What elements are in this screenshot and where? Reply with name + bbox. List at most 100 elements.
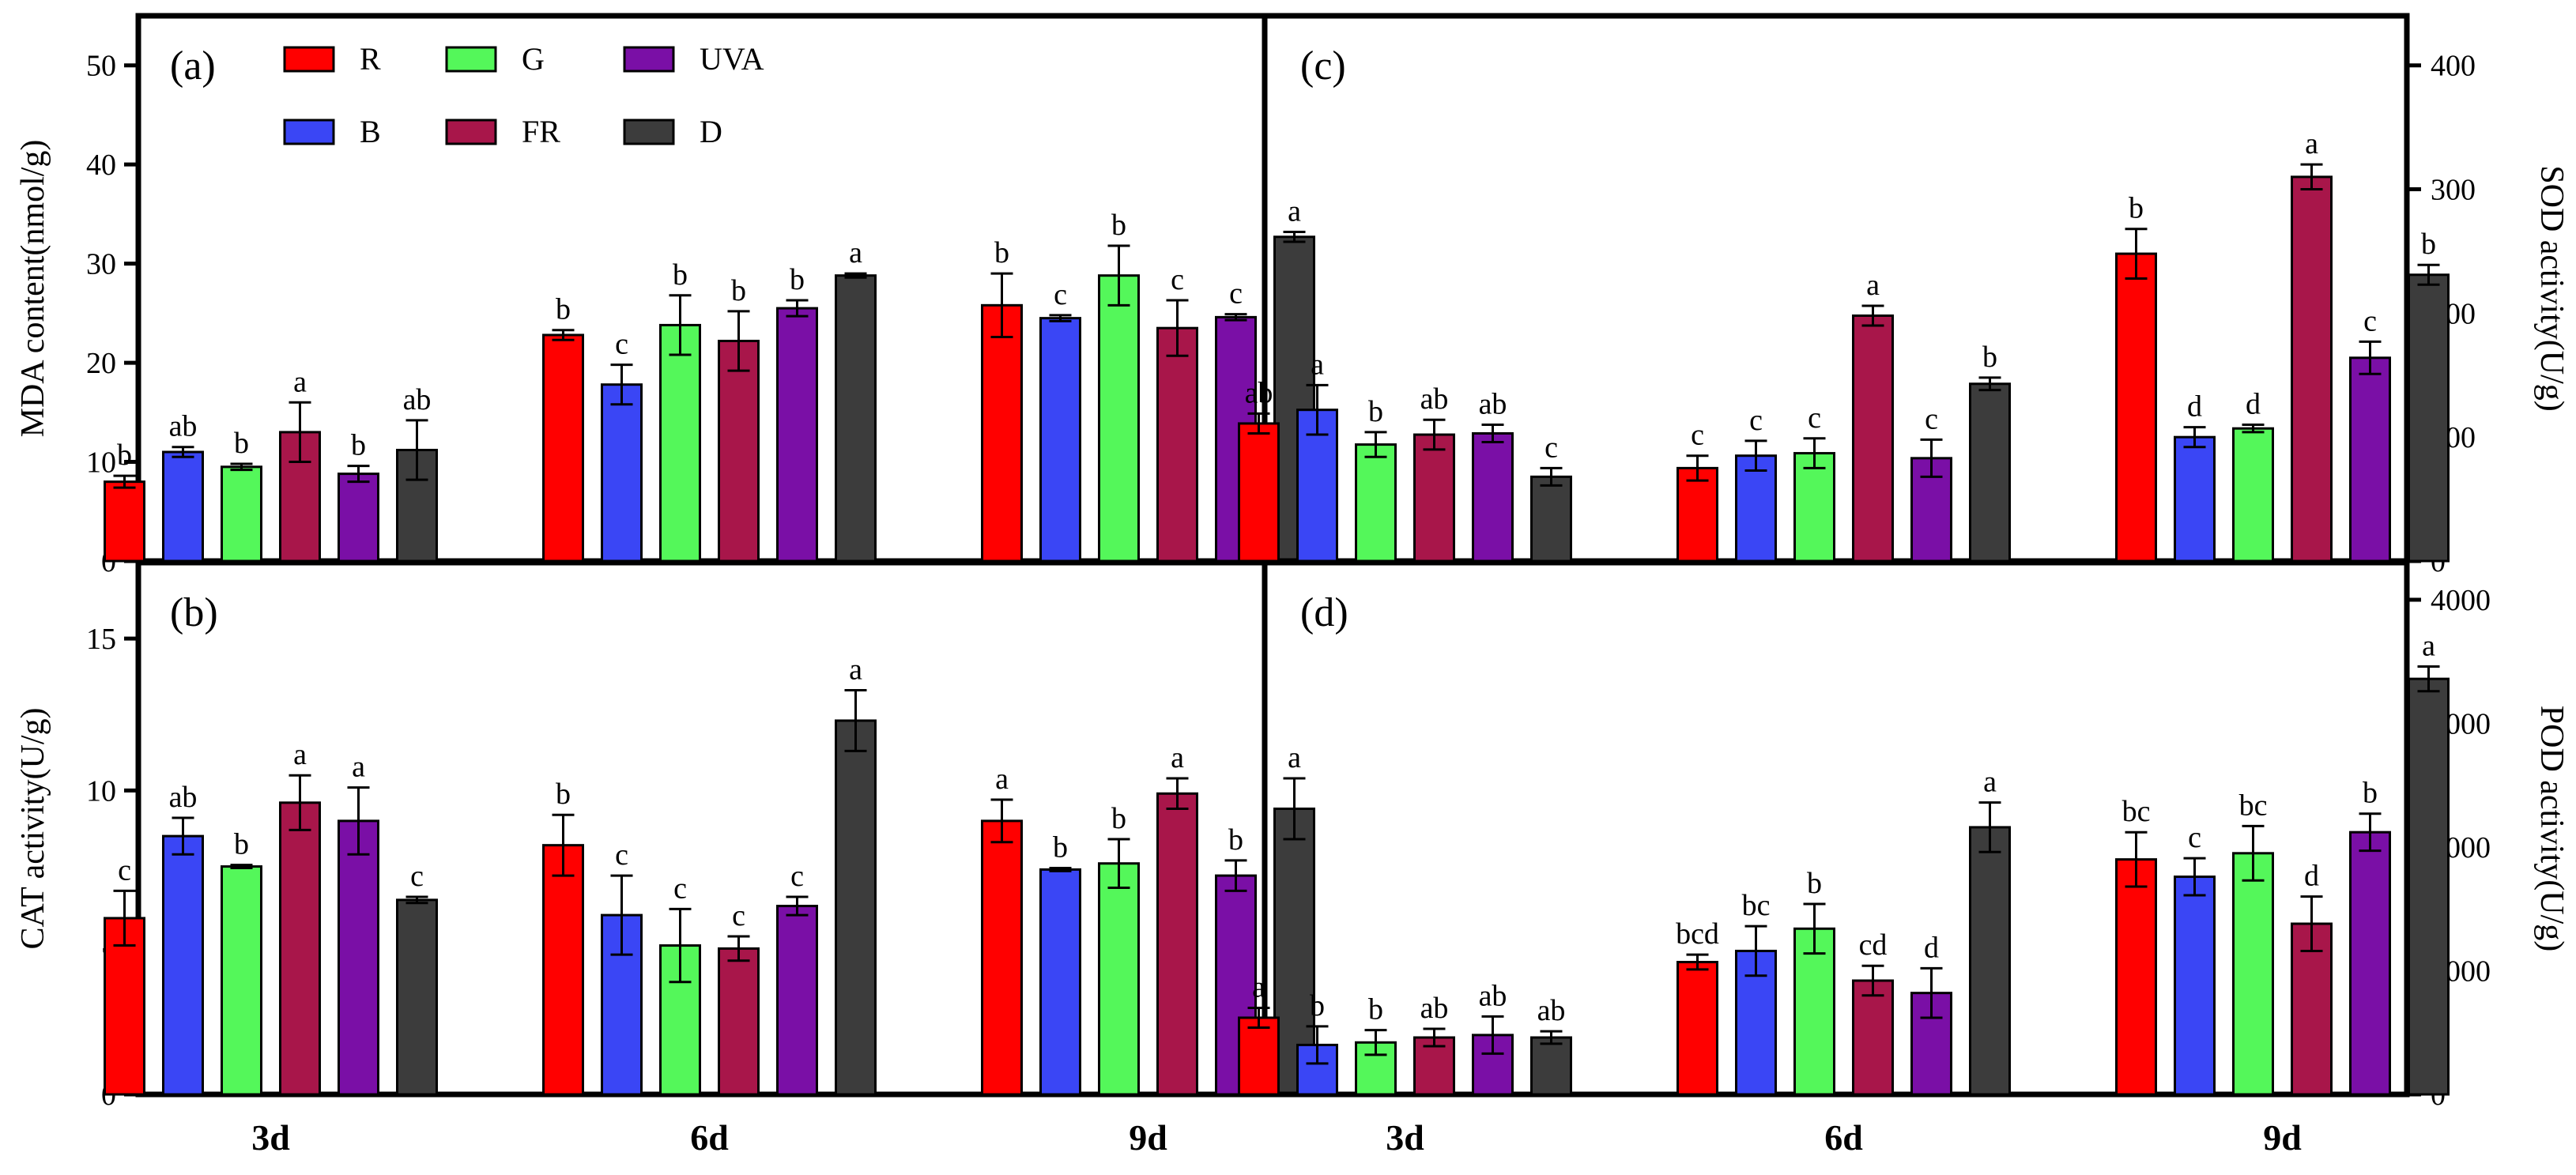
significance-letter: a	[849, 653, 862, 687]
bar-UVA-9d	[2349, 830, 2391, 1096]
y-tick-label: 15	[86, 623, 116, 656]
significance-letter: b	[673, 258, 688, 292]
bar-FR-3d	[279, 801, 321, 1096]
y-tick-label: 10	[86, 446, 116, 480]
panel-label: (b)	[170, 590, 218, 635]
bar-R-6d	[1676, 961, 1718, 1096]
bar-B-9d	[2174, 876, 2216, 1096]
significance-letter: b	[790, 263, 805, 296]
y-tick-label: 10	[86, 774, 116, 808]
significance-letter: b	[234, 427, 249, 460]
significance-letter: c	[1808, 401, 1821, 435]
significance-letter: cd	[1859, 928, 1888, 962]
significance-letter: c	[1054, 278, 1067, 311]
significance-letter: b	[556, 293, 571, 326]
bar-D-6d	[835, 274, 877, 563]
legend-label-B: B	[360, 114, 381, 149]
bar-FR-9d	[1156, 792, 1198, 1096]
significance-letter: b	[556, 778, 571, 811]
significance-letter: a	[1288, 194, 1301, 228]
bar-G-6d	[1793, 452, 1835, 563]
bar-UVA-3d	[1472, 431, 1514, 563]
y-tick-label: 50	[86, 50, 116, 83]
significance-letter: b	[1368, 395, 1383, 428]
bar-UVA-6d	[776, 905, 818, 1096]
panel-a-mda-chart: (a)01020304050MDA content(nmol/g)bbbabcc…	[15, 13, 1315, 578]
legend-label-D: D	[700, 114, 722, 149]
bar-G-6d	[659, 323, 701, 563]
bar-D-3d	[1530, 475, 1572, 563]
panel-label: (c)	[1300, 43, 1346, 89]
y-tick-label: 20	[86, 347, 116, 380]
bar-B-3d	[1296, 409, 1338, 563]
bar-B-9d	[1039, 868, 1081, 1096]
bar-G-9d	[2232, 852, 2274, 1096]
significance-letter: b	[1111, 209, 1126, 242]
bar-FR-9d	[2291, 175, 2333, 563]
significance-letter: d	[2304, 860, 2319, 893]
bar-FR-9d	[1156, 326, 1198, 563]
significance-letter: a	[352, 751, 365, 784]
bar-FR-9d	[2291, 922, 2333, 1096]
y-axis-title: POD activity(U/g)	[2533, 706, 2570, 951]
significance-letter: ab	[1420, 382, 1449, 416]
significance-letter: bcd	[1676, 917, 1719, 951]
significance-letter: b	[1111, 802, 1126, 835]
y-axis-title: MDA content(nmol/g)	[15, 140, 51, 438]
significance-letter: ab	[1479, 388, 1507, 421]
bar-UVA-3d	[338, 819, 379, 1096]
significance-letter: c	[410, 860, 424, 893]
y-tick-label: 4000	[2431, 584, 2491, 617]
significance-letter: b	[1228, 823, 1243, 857]
x-category-label: 9d	[1129, 1117, 1167, 1158]
panel-b-cat-chart: (b)051015CAT activity(U/g)cbaabcbbcbacaa…	[15, 559, 1315, 1112]
bar-B-9d	[1039, 317, 1081, 563]
legend: R G UVA B FR D	[283, 41, 764, 149]
significance-letter: c	[1229, 277, 1243, 311]
significance-letter: ab	[1245, 376, 1273, 409]
panel-frame	[1262, 559, 2410, 1098]
bar-R-6d	[1676, 466, 1718, 563]
bar-UVA-3d	[338, 473, 379, 563]
bar-FR-6d	[718, 947, 760, 1096]
significance-letter: a	[1983, 766, 1997, 799]
x-category-label: 6d	[690, 1117, 729, 1158]
significance-letter: b	[1982, 341, 1997, 374]
bar-R-3d	[104, 480, 145, 563]
bar-D-6d	[1969, 382, 2011, 563]
bar-D-3d	[1530, 1036, 1572, 1096]
significance-letter: c	[1544, 431, 1558, 464]
y-tick-label: 40	[86, 149, 116, 182]
significance-letter: d	[2246, 388, 2261, 421]
legend-swatch-UVA	[623, 46, 675, 73]
significance-letter: b	[2129, 192, 2144, 225]
bar-FR-3d	[1413, 433, 1455, 563]
significance-letter: a	[2305, 127, 2318, 160]
significance-letter: a	[293, 365, 307, 398]
significance-letter: b	[234, 828, 249, 861]
bar-B-6d	[601, 383, 643, 563]
bar-G-3d	[221, 865, 262, 1096]
x-category-label: 9d	[2263, 1117, 2302, 1158]
bar-B-3d	[162, 450, 204, 563]
panel-label: (a)	[170, 43, 216, 89]
bar-R-6d	[542, 333, 584, 563]
legend-label-R: R	[360, 41, 381, 77]
significance-letter: ab	[1420, 992, 1449, 1025]
legend-swatch-G	[445, 46, 497, 73]
legend-label-UVA: UVA	[700, 41, 764, 77]
significance-letter: c	[1691, 419, 1704, 452]
significance-letter: a	[1288, 741, 1301, 774]
significance-letter: ab	[403, 383, 432, 416]
bar-R-9d	[2115, 252, 2157, 563]
legend-swatch-D	[623, 119, 675, 145]
significance-letter: c	[1749, 404, 1763, 437]
bar-R-9d	[981, 303, 1023, 563]
bar-UVA-6d	[776, 307, 818, 563]
bar-D-9d	[2408, 273, 2450, 563]
significance-letter: c	[732, 899, 745, 932]
significance-letter: c	[2188, 821, 2201, 854]
significance-letter: b	[117, 439, 132, 472]
significance-letter: d	[1924, 931, 1939, 964]
